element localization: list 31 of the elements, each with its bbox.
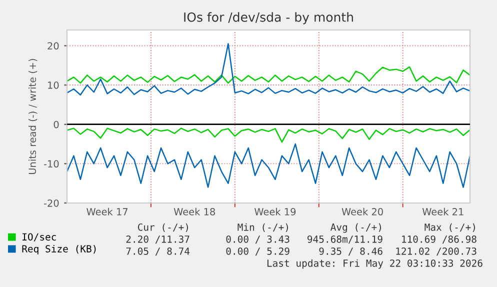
y-axis-title: Units read (-) / write (+) — [28, 58, 38, 174]
x-tick-label: Week 19 — [254, 208, 296, 216]
line-series — [67, 143, 470, 188]
text: 2.20 /11.37 — [126, 235, 190, 244]
y-tick-label: -20 — [44, 199, 59, 207]
y-tick-label: 0 — [54, 120, 59, 128]
text: 110.69 /86.98 — [402, 235, 476, 244]
text: 7.05 / 8.74 — [126, 247, 190, 256]
legend-label: IO/sec — [22, 233, 56, 242]
text: 945.68m/11.19 — [308, 235, 382, 244]
x-tick-label: Week 18 — [174, 208, 215, 216]
y-tick-label: 10 — [48, 82, 59, 89]
y-tick-label: -10 — [44, 160, 59, 168]
text: Max (-/+) — [424, 223, 475, 232]
x-tick-label: Week 20 — [342, 208, 383, 216]
text: 0.00 / 3.43 — [226, 235, 290, 244]
text: Min (-/+) — [238, 223, 288, 232]
text: 9.35 / 8.46 — [319, 247, 382, 256]
x-tick-label: Week 21 — [422, 208, 464, 216]
legend-label: Req Size (KB) — [22, 244, 96, 254]
text: Cur (-/+) — [138, 223, 188, 232]
text: Last update: Fri May 22 03:10:33 2026 — [267, 259, 482, 269]
text: 121.02 /200.73 — [396, 247, 476, 256]
line-series — [67, 43, 470, 96]
chart-title: IOs for /dev/sda - by month — [184, 12, 353, 24]
x-tick-label: Week 17 — [86, 208, 128, 216]
line-series — [67, 66, 470, 84]
text: Avg (-/+) — [330, 223, 381, 233]
y-tick-label: 20 — [48, 42, 59, 50]
text: 0.00 / 5.29 — [226, 247, 290, 256]
line-series — [67, 128, 470, 143]
